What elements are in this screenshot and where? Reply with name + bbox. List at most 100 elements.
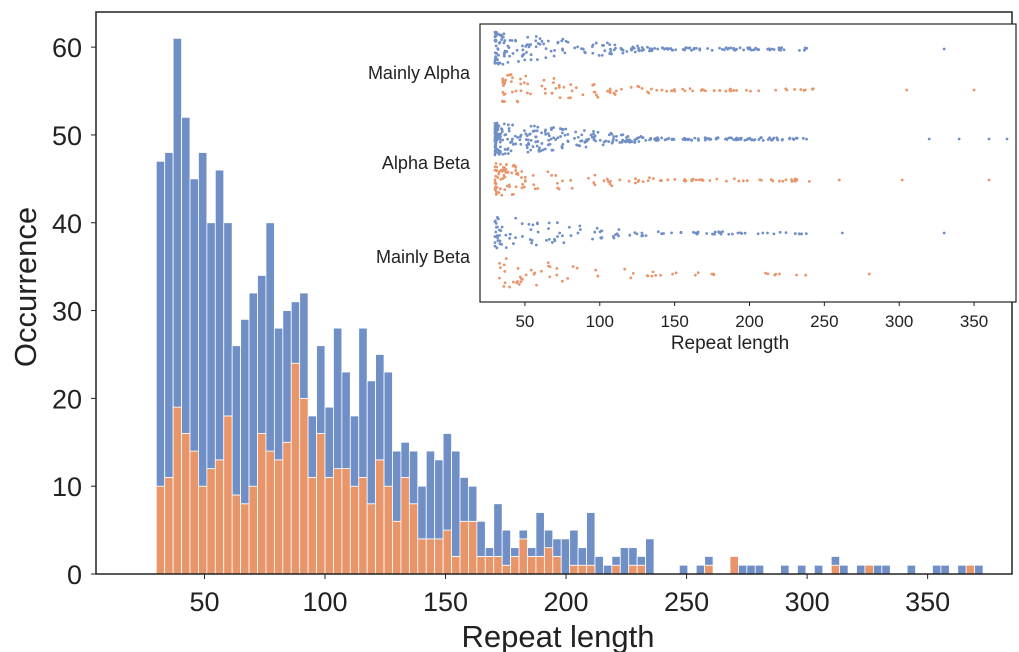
swarm-point bbox=[683, 89, 687, 93]
swarm-point bbox=[590, 135, 594, 139]
swarm-point bbox=[576, 45, 580, 49]
swarm-point bbox=[646, 179, 650, 183]
swarm-point bbox=[674, 271, 678, 275]
swarm-point bbox=[691, 89, 695, 93]
bar-orange bbox=[206, 468, 216, 575]
swarm-point bbox=[506, 137, 509, 141]
swarm-point bbox=[696, 137, 700, 141]
bar-orange bbox=[476, 556, 486, 575]
swarm-point bbox=[546, 170, 550, 174]
bar-blue bbox=[349, 415, 360, 487]
swarm-point bbox=[653, 137, 656, 141]
swarm-point bbox=[593, 173, 597, 177]
swarm-point bbox=[495, 147, 499, 151]
swarm-point bbox=[725, 179, 728, 183]
swarm-point bbox=[573, 46, 577, 50]
bar-blue bbox=[484, 547, 495, 557]
bar-blue bbox=[476, 520, 486, 557]
swarm-point bbox=[493, 165, 497, 169]
swarm-point bbox=[613, 43, 617, 47]
swarm-point bbox=[736, 231, 740, 235]
swarm-point bbox=[737, 137, 741, 141]
swarm-point bbox=[502, 84, 505, 87]
swarm-point bbox=[608, 43, 612, 47]
swarm-point bbox=[516, 173, 520, 176]
bar-blue bbox=[333, 327, 343, 470]
swarm-point bbox=[553, 48, 557, 52]
swarm-x-tick-label: 250 bbox=[810, 312, 838, 331]
swarm-point bbox=[523, 58, 527, 62]
swarm-point bbox=[656, 230, 660, 234]
bar-blue bbox=[341, 371, 351, 470]
swarm-point bbox=[516, 135, 520, 139]
swarm-point bbox=[614, 46, 617, 50]
bar-blue bbox=[704, 556, 714, 566]
swarm-point bbox=[649, 137, 653, 141]
histogram-plot: 50 100 150 200 250 300 350 0 10 20 30 40 50 60 Repea… bbox=[8, 11, 1013, 652]
swarm-point bbox=[496, 236, 499, 240]
swarm-point bbox=[743, 138, 747, 142]
swarm-point bbox=[503, 92, 507, 96]
swarm-point bbox=[508, 54, 512, 58]
swarm-point bbox=[532, 129, 535, 133]
swarm-point bbox=[629, 276, 633, 280]
swarm-point bbox=[493, 122, 497, 125]
swarm-point bbox=[510, 137, 514, 141]
bar-orange bbox=[965, 564, 976, 575]
swarm-point bbox=[511, 280, 515, 284]
swarm-point bbox=[503, 147, 507, 151]
swarm-point bbox=[505, 50, 509, 53]
bar-blue bbox=[560, 538, 571, 575]
swarm-point bbox=[602, 179, 606, 183]
swarm-point bbox=[790, 178, 793, 181]
bar-orange bbox=[400, 477, 410, 575]
swarm-point bbox=[621, 51, 625, 55]
swarm-point bbox=[592, 90, 596, 94]
bar-blue bbox=[586, 512, 596, 566]
bar-orange bbox=[282, 441, 292, 575]
swarm-point bbox=[550, 148, 554, 152]
swarm-point bbox=[544, 128, 547, 132]
bar-blue bbox=[738, 564, 748, 575]
bar-orange bbox=[636, 564, 646, 575]
swarm-point bbox=[727, 136, 731, 140]
swarm-point bbox=[556, 136, 560, 140]
swarm-point bbox=[547, 221, 551, 225]
swarm-point bbox=[605, 41, 609, 45]
swarm-point bbox=[529, 58, 533, 62]
bar-orange bbox=[189, 450, 199, 575]
swarm-point bbox=[650, 87, 653, 91]
swarm-point bbox=[803, 88, 807, 92]
swarm-point bbox=[722, 48, 726, 52]
swarm-point bbox=[648, 176, 651, 180]
swarm-point bbox=[493, 137, 497, 141]
bar-blue bbox=[307, 415, 317, 478]
swarm-point bbox=[640, 231, 644, 235]
swarm-point bbox=[683, 138, 687, 142]
swarm-point bbox=[506, 60, 510, 64]
swarm-point bbox=[587, 176, 590, 180]
swarm-point bbox=[548, 142, 552, 146]
swarm-point bbox=[608, 182, 612, 186]
swarm-point bbox=[493, 187, 497, 191]
bar-blue bbox=[518, 529, 528, 540]
swarm-point bbox=[801, 136, 805, 140]
swarm-point bbox=[538, 37, 542, 40]
swarm-point bbox=[549, 137, 553, 141]
swarm-point bbox=[506, 123, 510, 127]
swarm-point bbox=[641, 180, 645, 184]
swarm-point bbox=[766, 272, 770, 276]
swarm-point bbox=[612, 91, 616, 95]
swarm-point bbox=[706, 47, 710, 50]
swarm-point bbox=[495, 234, 499, 238]
swarm-point bbox=[621, 138, 625, 142]
swarm-point bbox=[766, 231, 769, 235]
swarm-point bbox=[560, 145, 564, 149]
swarm-point bbox=[503, 269, 507, 273]
swarm-point bbox=[494, 182, 498, 186]
swarm-point bbox=[514, 169, 518, 172]
swarm-point bbox=[516, 267, 520, 270]
swarm-point bbox=[690, 179, 694, 183]
swarm-point bbox=[540, 84, 544, 88]
swarm-point bbox=[609, 47, 612, 51]
